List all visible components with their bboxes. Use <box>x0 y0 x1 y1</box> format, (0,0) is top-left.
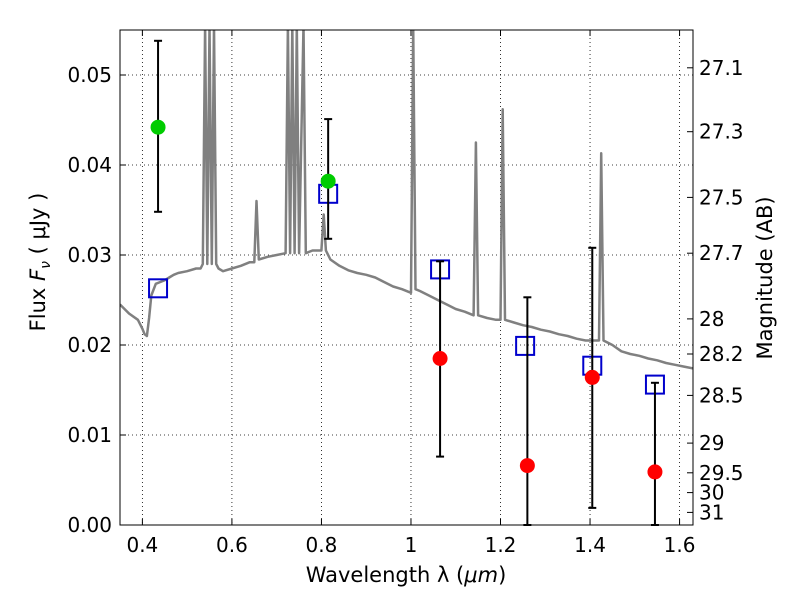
detection-point-green <box>320 173 336 189</box>
y2-tick-label: 28 <box>699 307 724 331</box>
y2-tick-label: 27.7 <box>699 241 744 265</box>
detection-point-red <box>647 464 663 480</box>
y2-tick-label: 28.2 <box>699 342 744 366</box>
y2-tick-label: 28.5 <box>699 383 744 407</box>
detection-point-red <box>432 351 448 366</box>
x-axis-label: Wavelength λ (μm) <box>306 563 507 587</box>
labels-layer: Wavelength λ (μm) Flux Fν ( μJy ) Magnit… <box>26 193 777 587</box>
template-spectrum-line <box>120 30 693 370</box>
x-tick-label: 0.6 <box>216 533 248 557</box>
y2-tick-label: 27.3 <box>699 120 744 144</box>
x-tick-label: 1 <box>405 533 418 557</box>
y2-axis-label: Magnitude (AB) <box>753 196 777 359</box>
model-photometry-square <box>148 278 169 299</box>
y2-tick-label: 27.1 <box>699 56 744 80</box>
y-tick-label: 0.03 <box>67 243 112 267</box>
y-axis-label: Flux Fν ( μJy ) <box>26 193 54 332</box>
x-tick-label: 1.4 <box>574 533 606 557</box>
y-tick-label: 0.01 <box>67 423 112 447</box>
detection-point-green <box>150 119 166 135</box>
detection-point-red <box>519 458 535 474</box>
x-tick-label: 0.4 <box>126 533 158 557</box>
y2-tick-label: 29 <box>699 431 724 455</box>
series-layer <box>120 30 693 526</box>
y2-tick-label: 27.5 <box>699 185 744 209</box>
model-photometry-square <box>515 335 536 356</box>
x-tick-label: 1.2 <box>485 533 517 557</box>
detection-point-red <box>584 369 600 385</box>
y2-tick-label: 31 <box>699 500 724 524</box>
axes-layer: 0.4 0.6 0.8 1 1.2 1.4 1.6 0.00 0.01 0.02 0.03 0.04 0… <box>67 29 744 557</box>
y2-tick-label: 29.5 <box>699 461 744 485</box>
x-tick-label: 0.8 <box>306 533 338 557</box>
grid-layer <box>120 30 693 526</box>
y-tick-label: 0.05 <box>67 63 112 87</box>
y2-tick-label: 30 <box>699 481 724 505</box>
y-tick-label: 0.04 <box>67 153 112 177</box>
plot-frame <box>119 29 694 526</box>
x-tick-label: 1.6 <box>664 533 696 557</box>
y-tick-label: 0.02 <box>67 333 112 357</box>
y-tick-label: 0.00 <box>67 513 112 537</box>
